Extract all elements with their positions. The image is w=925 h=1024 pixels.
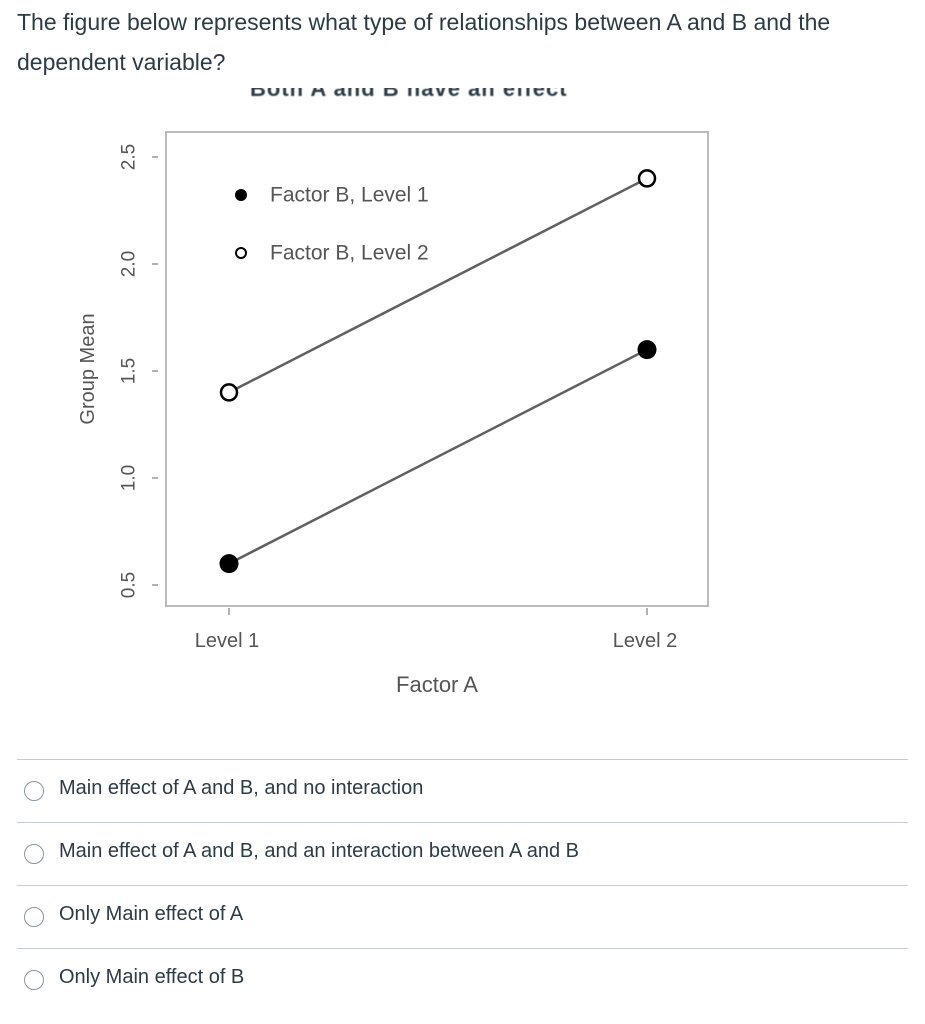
y-tick-label-5: 2.5 xyxy=(119,144,140,170)
answer-option-1[interactable]: Main effect of A and B, and no interacti… xyxy=(17,759,908,822)
answer-label[interactable]: Main effect of A and B, and no interacti… xyxy=(59,777,424,799)
x-axis: Level 1 Level 2 xyxy=(195,608,678,652)
y-tick-label-1: 0.5 xyxy=(119,572,140,598)
x-axis-label: Factor A xyxy=(396,672,478,697)
series-line-2 xyxy=(228,177,648,394)
answer-label[interactable]: Only Main effect of A xyxy=(59,903,244,925)
answer-list: Main effect of A and B, and no interacti… xyxy=(17,759,908,1011)
y-tick-label-4: 2.0 xyxy=(119,251,140,277)
answer-label[interactable]: Main effect of A and B, and an interacti… xyxy=(59,840,580,862)
legend-label-1: Factor B, Level 1 xyxy=(270,184,429,207)
radio-button[interactable] xyxy=(24,970,44,990)
legend-marker-filled xyxy=(235,189,247,201)
y-tick-label-3: 1.5 xyxy=(119,358,140,384)
series-line-1 xyxy=(228,348,648,565)
y-axis-label: Group Mean xyxy=(77,313,99,424)
answer-label[interactable]: Only Main effect of B xyxy=(59,966,245,988)
radio-button[interactable] xyxy=(24,844,44,864)
data-point-open xyxy=(637,169,657,188)
data-point-open xyxy=(219,383,239,402)
answer-option-2[interactable]: Main effect of A and B, and an interacti… xyxy=(17,822,908,885)
x-tick-label-2: Level 2 xyxy=(613,630,678,652)
y-axis: 0.5 1.0 1.5 2.0 2.5 xyxy=(119,144,158,598)
legend: Factor B, Level 1 Factor B, Level 2 xyxy=(235,184,429,265)
partially-visible-caption: Both A and B have an effect xyxy=(250,88,568,101)
legend-label-2: Factor B, Level 2 xyxy=(270,242,429,265)
answer-option-4[interactable]: Only Main effect of B xyxy=(17,948,908,1011)
legend-marker-open xyxy=(235,247,247,259)
data-point-filled xyxy=(219,554,239,574)
data-point-filled xyxy=(637,340,657,360)
series-group xyxy=(219,169,657,574)
radio-button[interactable] xyxy=(24,781,44,801)
plot-frame xyxy=(165,131,709,607)
question-text: The figure below represents what type of… xyxy=(17,9,831,75)
radio-button[interactable] xyxy=(24,907,44,927)
x-tick-label-1: Level 1 xyxy=(195,630,260,652)
interaction-plot-svg: 0.5 1.0 1.5 2.0 2.5 Level 1 Level 2 Factor B,… xyxy=(77,131,709,697)
y-tick-label-2: 1.0 xyxy=(119,465,140,491)
interaction-plot: 0.5 1.0 1.5 2.0 2.5 Level 1 Level 2 Factor B,… xyxy=(0,110,760,715)
answer-option-3[interactable]: Only Main effect of A xyxy=(17,885,908,948)
